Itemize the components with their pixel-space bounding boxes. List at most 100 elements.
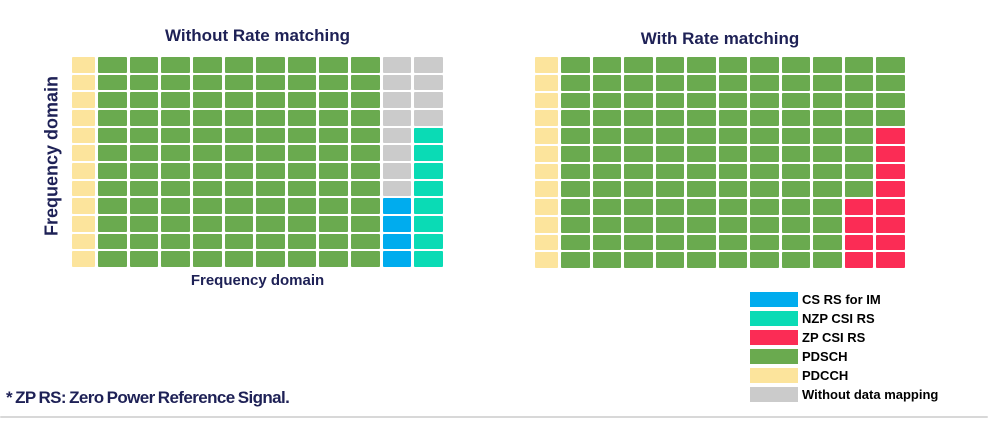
grid-cell-pdcch: [72, 198, 95, 214]
grid-cell-zp-csi-rs: [844, 216, 874, 233]
grid-cell-pdsch: [287, 180, 317, 197]
grid-cell-pdsch: [287, 145, 317, 161]
grid-cell-pdsch: [718, 110, 748, 126]
grid-cell-pdsch: [224, 145, 254, 161]
grid-cell-pdsch: [98, 251, 127, 267]
legend-swatch-without-data-mapping: [750, 387, 798, 402]
grid-cell-pdsch: [561, 199, 590, 215]
grid-cell-pdsch: [256, 145, 285, 161]
grid-cell-pdsch: [319, 110, 349, 126]
grid-cell-pdsch: [319, 57, 349, 73]
grid-cell-pdsch: [750, 74, 779, 91]
grid-cell-zp-csi-rs: [876, 199, 905, 215]
grid-cell-nzp-csi-rs: [414, 251, 443, 267]
grid-cell-pdsch: [256, 92, 285, 108]
grid-cell-pdsch: [224, 57, 254, 73]
grid-cell-pdcch: [72, 74, 95, 91]
grid-cell-without-data-mapping: [382, 57, 412, 73]
grid-cell-pdcch: [535, 74, 558, 91]
grid-cell-without-data-mapping: [382, 74, 412, 91]
grid-cell-pdsch: [256, 57, 285, 73]
grid-cell-pdsch: [781, 74, 811, 91]
grid-cell-pdsch: [319, 163, 349, 179]
grid-cell-pdsch: [129, 127, 159, 144]
grid-cell-pdsch: [592, 110, 622, 126]
grid-cell-pdsch: [224, 216, 254, 232]
grid-cell-nzp-csi-rs: [414, 216, 443, 232]
grid-cell-pdsch: [256, 198, 285, 214]
grid-cell-pdsch: [750, 216, 779, 233]
grid-cell-pdcch: [535, 216, 558, 233]
grid-cell-pdsch: [655, 163, 685, 180]
grid-cell-without-data-mapping: [382, 180, 412, 197]
grid-cell-pdsch: [750, 57, 779, 73]
legend-item-pdcch: PDCCH: [750, 368, 938, 383]
grid-cell-pdcch: [72, 233, 95, 250]
grid-cell-pdsch: [192, 198, 222, 214]
grid-cell-pdsch: [129, 233, 159, 250]
grid-cell-pdsch: [256, 163, 285, 179]
grid-cell-pdsch: [129, 251, 159, 267]
grid-cell-pdsch: [813, 110, 842, 126]
grid-cell-pdsch: [813, 74, 842, 91]
grid-cell-pdsch: [687, 145, 716, 162]
grid-cell-pdsch: [655, 57, 685, 73]
legend-label: Without data mapping: [802, 387, 939, 402]
legend-label: PDCCH: [802, 368, 849, 383]
grid-cell-pdsch: [655, 234, 685, 251]
legend-swatch-pdsch: [750, 349, 798, 364]
grid-cell-pdsch: [655, 216, 685, 233]
grid-cell-pdsch: [592, 199, 622, 215]
legend-label: NZP CSI RS: [802, 311, 875, 326]
grid-cell-pdsch: [561, 181, 590, 197]
grid-cell-pdsch: [561, 252, 590, 268]
grid-cell-nzp-csi-rs: [414, 233, 443, 250]
grid-cell-pdsch: [750, 181, 779, 197]
grid-cell-pdsch: [224, 127, 254, 144]
grid-cell-cs-rs-for-im: [382, 198, 412, 214]
grid-cell-pdcch: [72, 163, 95, 179]
grid-cell-pdcch: [72, 92, 95, 108]
grid-cell-pdsch: [256, 74, 285, 91]
grid-cell-without-data-mapping: [382, 110, 412, 126]
grid-cell-pdsch: [655, 199, 685, 215]
grid-cell-pdsch: [781, 145, 811, 162]
grid-cell-pdsch: [161, 216, 190, 232]
grid-cell-pdsch: [718, 57, 748, 73]
grid-cell-without-data-mapping: [414, 57, 443, 73]
grid-cell-pdsch: [750, 128, 779, 144]
grid-cell-pdsch: [781, 163, 811, 180]
grid-cell-pdsch: [655, 74, 685, 91]
grid-cell-zp-csi-rs: [876, 163, 905, 180]
grid-cell-pdcch: [72, 110, 95, 126]
grid-cell-pdsch: [129, 92, 159, 108]
grid-cell-pdsch: [718, 145, 748, 162]
grid-cell-pdsch: [192, 233, 222, 250]
grid-cell-pdsch: [592, 216, 622, 233]
grid-cell-pdsch: [624, 234, 653, 251]
grid-cell-pdsch: [98, 145, 127, 161]
grid-cell-pdsch: [718, 163, 748, 180]
grid-cell-pdsch: [813, 163, 842, 180]
grid-cell-pdsch: [813, 145, 842, 162]
grid-cell-pdsch: [844, 57, 874, 73]
grid-cell-nzp-csi-rs: [414, 163, 443, 179]
grid-cell-pdsch: [592, 128, 622, 144]
grid-cell-pdsch: [98, 216, 127, 232]
grid-cell-pdsch: [161, 74, 190, 91]
grid-cell-pdsch: [561, 234, 590, 251]
grid-cell-pdsch: [351, 180, 380, 197]
grid-cell-pdcch: [72, 251, 95, 267]
grid-cell-pdcch: [535, 199, 558, 215]
grid-cell-pdcch: [72, 216, 95, 232]
grid-cell-pdsch: [161, 198, 190, 214]
grid-cell-pdsch: [256, 110, 285, 126]
grid-cell-pdsch: [781, 234, 811, 251]
legend: CS RS for IM NZP CSI RS ZP CSI RS PDSCH PDCC…: [750, 292, 938, 402]
grid-cell-pdsch: [287, 251, 317, 267]
grid-cell-pdsch: [813, 199, 842, 215]
grid-cell-without-data-mapping: [414, 74, 443, 91]
grid-cell-pdsch: [813, 128, 842, 144]
grid-cell-zp-csi-rs: [876, 145, 905, 162]
